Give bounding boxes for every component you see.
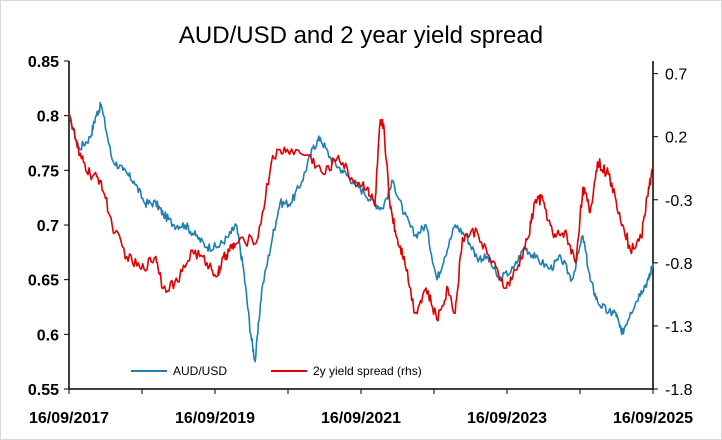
legend-label: AUD/USD: [173, 364, 227, 378]
right-tick-label: -0.8: [665, 256, 693, 273]
right-tick-label: 0.7: [665, 67, 687, 84]
left-tick-label: 0.55: [28, 382, 59, 399]
legend-label: 2y yield spread (rhs): [313, 364, 422, 378]
left-axis: 0.55 0.6 0.65 0.7 0.75 0.8 0.85: [28, 54, 70, 399]
left-tick-label: 0.8: [37, 109, 59, 126]
x-tick-label: 16/09/2023: [467, 410, 547, 427]
right-tick-label: -1.8: [665, 382, 693, 399]
left-tick-label: 0.6: [37, 327, 59, 344]
x-axis: 16/09/2017 16/09/2019 16/09/2021 16/09/2023…: [29, 388, 693, 427]
left-tick-label: 0.75: [28, 163, 59, 180]
left-tick-label: 0.7: [37, 218, 59, 235]
right-tick-label: -1.3: [665, 319, 693, 336]
left-tick-label: 0.85: [28, 54, 59, 71]
left-tick-label: 0.65: [28, 273, 59, 290]
right-tick-label: 0.2: [665, 130, 687, 147]
right-tick-label: -0.3: [665, 193, 693, 210]
x-tick-label: 16/09/2021: [321, 410, 401, 427]
chart-title: AUD/USD and 2 year yield spread: [179, 22, 543, 49]
x-tick-label: 16/09/2017: [29, 410, 109, 427]
legend: AUD/USD 2y yield spread (rhs): [131, 364, 422, 378]
x-tick-label: 16/09/2025: [613, 410, 693, 427]
series-layer: [68, 101, 654, 363]
right-axis: -1.8 -1.3 -0.8 -0.3 0.2 0.7: [652, 61, 693, 399]
x-tick-label: 16/09/2019: [175, 410, 255, 427]
series-line-1: [68, 111, 654, 322]
